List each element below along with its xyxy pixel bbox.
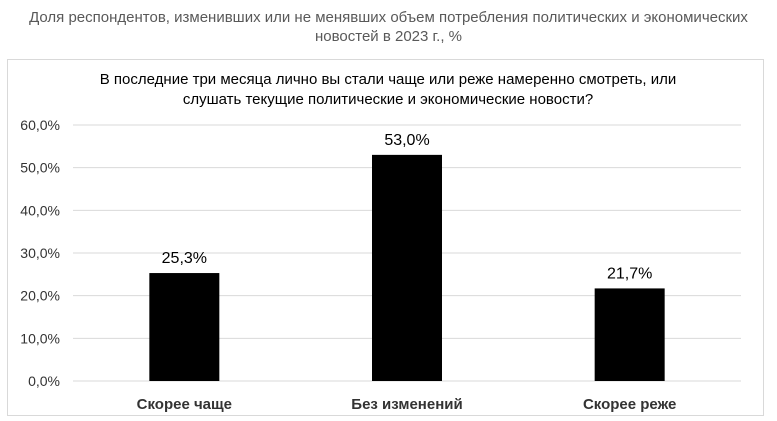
y-tick-label: 20,0% <box>20 288 60 304</box>
chart-title-line-2: слушать текущие политические и экономиче… <box>183 91 593 108</box>
data-label: 21,7% <box>607 265 652 282</box>
y-tick-label: 0,0% <box>28 373 60 389</box>
y-tick-label: 60,0% <box>20 117 60 133</box>
y-tick-label: 40,0% <box>20 202 60 218</box>
y-tick-label: 50,0% <box>20 160 60 176</box>
y-tick-label: 10,0% <box>20 330 60 346</box>
bar-3 <box>594 288 665 381</box>
y-tick-label: 30,0% <box>20 245 60 261</box>
caption-line-2: новостей в 2023 г., % <box>314 28 462 45</box>
x-category-label: Без изменений <box>351 396 462 413</box>
x-category-label: Скорее чаще <box>137 396 232 413</box>
figure-caption: Доля респондентов, изменивших или не мен… <box>0 8 777 46</box>
data-label: 25,3% <box>162 250 207 267</box>
bar-1 <box>149 273 220 381</box>
x-category-label: Скорее реже <box>583 396 676 413</box>
caption-line-1: Доля респондентов, изменивших или не мен… <box>29 9 748 26</box>
chart-title-line-1: В последние три месяца лично вы стали ча… <box>100 71 677 88</box>
bar-2 <box>372 154 442 381</box>
data-label: 53,0% <box>384 132 429 149</box>
